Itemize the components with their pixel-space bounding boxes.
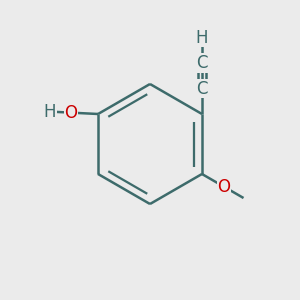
Text: C: C [196,80,208,98]
Text: O: O [64,104,78,122]
Text: C: C [196,54,208,72]
Text: H: H [196,28,208,46]
Text: H: H [44,103,56,121]
Text: O: O [218,178,230,196]
